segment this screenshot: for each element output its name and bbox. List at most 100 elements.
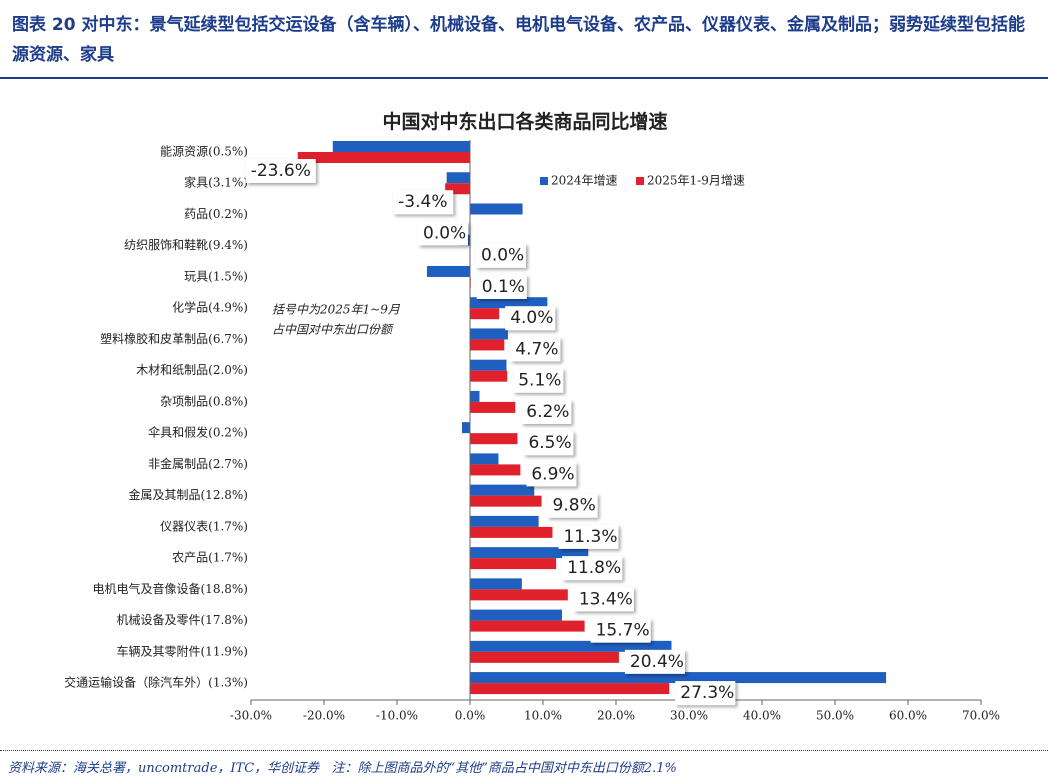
label-box bbox=[675, 681, 736, 706]
data-label: 13.4% bbox=[573, 587, 634, 612]
label-box bbox=[590, 618, 651, 643]
footer: 资料来源：海关总署，uncomtrade，ITC，华创证券 注：除上图商品外的“… bbox=[8, 757, 677, 776]
y-tick-label: 仪器仪表(1.7%) bbox=[160, 519, 248, 533]
value-label: 15.7% bbox=[596, 621, 650, 641]
source: 资料来源：海关总署，uncomtrade，ITC，华创证券 bbox=[8, 761, 320, 776]
bar bbox=[332, 141, 470, 152]
label-box bbox=[393, 190, 454, 215]
bar bbox=[470, 558, 557, 570]
label-box bbox=[245, 159, 316, 183]
value-label: 20.4% bbox=[630, 652, 684, 672]
y-tick-label: 纺织服饰和鞋靴(9.4%) bbox=[124, 237, 248, 252]
value-label: 0.1% bbox=[482, 277, 525, 297]
bar bbox=[470, 515, 539, 527]
value-label: 4.0% bbox=[510, 308, 553, 328]
y-tick-label: 非金属制品(2.7%) bbox=[148, 456, 248, 471]
data-label: 6.9% bbox=[526, 462, 577, 487]
data-label: 27.3% bbox=[675, 681, 736, 706]
value-label: 0.0% bbox=[423, 223, 466, 243]
data-label: 15.7% bbox=[590, 618, 651, 643]
value-label: 11.8% bbox=[567, 558, 621, 578]
x-tick-label: 10.0% bbox=[524, 709, 562, 723]
legend-label: 2025年1-9月增速 bbox=[647, 174, 745, 188]
value-label: 13.4% bbox=[579, 589, 633, 609]
label-box bbox=[513, 368, 564, 393]
value-label: 6.9% bbox=[531, 464, 574, 484]
y-tick-label: 农产品(1.7%) bbox=[172, 551, 248, 565]
value-label: -3.4% bbox=[398, 192, 447, 212]
bar bbox=[470, 297, 548, 309]
value-label: 9.8% bbox=[553, 496, 596, 516]
data-label: 6.2% bbox=[521, 399, 572, 424]
bar bbox=[445, 183, 470, 195]
label-box bbox=[526, 462, 577, 487]
y-tick-label: 玩具(1.5%) bbox=[184, 269, 248, 283]
label-box bbox=[476, 243, 526, 268]
label-box bbox=[523, 431, 574, 456]
bar bbox=[470, 495, 542, 507]
bar bbox=[461, 422, 470, 434]
bar bbox=[470, 620, 585, 632]
label-box bbox=[510, 337, 561, 362]
bar bbox=[470, 308, 500, 320]
value-label: 0.0% bbox=[481, 246, 524, 266]
bar bbox=[470, 328, 508, 340]
value-label: 6.2% bbox=[526, 402, 569, 422]
value-label: -23.6% bbox=[251, 161, 311, 181]
bar bbox=[470, 401, 516, 413]
legend-label: 2024年增速 bbox=[551, 174, 618, 188]
y-tick-label: 机械设备及零件(17.8%) bbox=[117, 612, 249, 627]
label-box bbox=[547, 493, 598, 518]
label-box bbox=[573, 587, 634, 612]
bar bbox=[470, 433, 518, 445]
bar bbox=[470, 484, 535, 496]
y-tick-label: 伞具和假发(0.2%) bbox=[148, 425, 248, 440]
annotation: 括号中为2025年1~9月 bbox=[272, 303, 401, 317]
bar bbox=[470, 547, 589, 559]
bar bbox=[470, 578, 522, 590]
label-box bbox=[476, 274, 527, 299]
bar bbox=[470, 203, 523, 215]
y-tick-label: 车辆及其零附件(11.9%) bbox=[117, 643, 249, 658]
x-tick-label: 20.0% bbox=[597, 709, 635, 723]
y-tick-label: 木材和纸制品(2.0%) bbox=[136, 363, 248, 377]
bar bbox=[297, 152, 470, 163]
y-tick-label: 塑料橡胶和皮革制品(6.7%) bbox=[100, 331, 248, 346]
legend-swatch bbox=[636, 177, 644, 185]
value-label: 5.1% bbox=[518, 371, 561, 391]
x-tick-label: 0.0% bbox=[455, 709, 486, 723]
label-box bbox=[418, 221, 468, 246]
data-label: 20.4% bbox=[624, 649, 685, 674]
bar bbox=[446, 172, 470, 184]
x-tick-label: 50.0% bbox=[816, 709, 854, 723]
x-tick-label: 30.0% bbox=[670, 709, 708, 723]
label-box bbox=[521, 399, 572, 424]
x-tick-label: -10.0% bbox=[376, 709, 418, 723]
bar bbox=[470, 609, 562, 621]
label-box bbox=[562, 556, 623, 581]
bar bbox=[470, 526, 553, 538]
bar bbox=[470, 390, 480, 402]
bar bbox=[470, 453, 499, 465]
data-label: 9.8% bbox=[547, 493, 598, 518]
label-box bbox=[505, 306, 556, 331]
y-tick-label: 家具(3.1%) bbox=[184, 175, 248, 190]
bar bbox=[470, 370, 508, 382]
annotation: 占中国对中东出口份额 bbox=[272, 323, 394, 337]
y-tick-label: 金属及其制品(12.8%) bbox=[129, 487, 249, 502]
y-tick-label: 化学品(4.9%) bbox=[172, 300, 248, 315]
data-label: 0.1% bbox=[476, 274, 527, 299]
legend-swatch bbox=[540, 177, 548, 185]
x-tick-label: 60.0% bbox=[889, 709, 927, 723]
data-label: -3.4% bbox=[393, 190, 454, 215]
y-tick-label: 药品(0.2%) bbox=[184, 207, 248, 221]
y-tick-label: 杂项制品(0.8%) bbox=[160, 394, 248, 408]
label-box bbox=[558, 524, 619, 549]
y-tick-label: 电机电气及音像设备(18.8%) bbox=[93, 581, 249, 596]
data-label: -23.6% bbox=[245, 159, 316, 183]
y-tick-label: 能源资源(0.5%) bbox=[160, 145, 248, 159]
x-tick-label: -30.0% bbox=[230, 709, 272, 723]
value-label: 4.7% bbox=[515, 339, 558, 359]
